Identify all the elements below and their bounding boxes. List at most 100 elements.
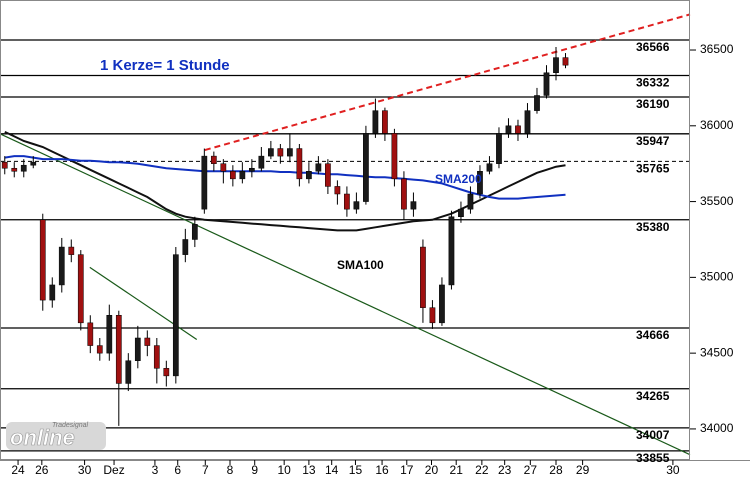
candle-body <box>325 163 331 187</box>
candle-body <box>68 246 75 255</box>
candle-body <box>96 345 103 354</box>
candle-body <box>134 337 141 361</box>
candle-body <box>429 307 436 324</box>
logo-badge <box>6 422 106 450</box>
candle-body <box>486 163 493 172</box>
candle-body <box>477 171 483 195</box>
x-tick-label: 24 <box>11 463 25 477</box>
trend-line <box>0 133 691 456</box>
candle-body <box>296 148 303 180</box>
y-tick-label: 34500 <box>700 345 734 359</box>
candle-body <box>410 201 417 210</box>
candle-body <box>467 193 474 210</box>
level-label: 36332 <box>636 76 670 90</box>
candle-body <box>505 125 512 134</box>
x-tick-label: 7 <box>202 463 209 477</box>
candle-body <box>562 57 569 66</box>
x-tick-label: 27 <box>524 463 538 477</box>
candle-body <box>344 193 350 210</box>
y-tick-label: 35500 <box>700 194 734 208</box>
plot-area <box>0 13 691 456</box>
candle-body <box>420 246 426 308</box>
level-label: 34265 <box>636 389 670 403</box>
candle-body <box>11 167 18 172</box>
candle-body <box>144 337 151 346</box>
logo-main: online <box>10 425 75 450</box>
candle-body <box>87 322 94 346</box>
candle-body <box>229 171 236 180</box>
candle-body <box>58 246 65 286</box>
candle-body <box>20 164 27 172</box>
candle-body <box>353 201 360 210</box>
x-tick-label: 26 <box>35 463 49 477</box>
candle-body <box>448 216 455 286</box>
logo: Tradesignal online <box>6 422 106 450</box>
candle-body <box>363 133 369 202</box>
trend-line <box>89 266 198 341</box>
candle-body <box>191 224 198 240</box>
candle-body <box>258 155 265 169</box>
y-tick-label: 36000 <box>700 118 734 132</box>
candle-body <box>524 110 531 134</box>
candle-body <box>210 155 217 164</box>
level-label: 35947 <box>636 134 670 148</box>
candle-body <box>77 254 84 324</box>
x-tick-label: 15 <box>349 463 363 477</box>
level-label: 35765 <box>636 162 670 176</box>
candle-body <box>334 186 341 195</box>
level-label: 35380 <box>636 220 670 234</box>
candle-body <box>496 133 502 164</box>
y-tick-label: 35000 <box>700 270 734 284</box>
level-label: 34007 <box>636 428 670 442</box>
candle-body <box>268 148 274 157</box>
level-label: 36566 <box>636 40 670 54</box>
candle-body <box>543 72 550 96</box>
sma-line <box>4 155 566 200</box>
x-tick-label: 9 <box>251 463 258 477</box>
candle-body <box>277 148 284 157</box>
level-label: 34666 <box>636 328 670 342</box>
candle-body <box>391 133 398 180</box>
candle-body <box>125 360 132 384</box>
candle-body <box>287 148 293 157</box>
candle-body <box>382 110 388 134</box>
logo-small: Tradesignal <box>52 422 89 429</box>
candle-body <box>458 208 464 217</box>
x-tick-label: 16 <box>375 463 389 477</box>
annotation: SMA200 <box>435 172 482 186</box>
x-tick-label: 14 <box>325 463 339 477</box>
candle-body <box>534 95 540 111</box>
candle-body <box>515 125 521 134</box>
plot-frame <box>0 0 690 460</box>
x-tick-label: 30 <box>666 463 680 477</box>
x-tick-label: 28 <box>549 463 563 477</box>
candle-body <box>306 171 312 180</box>
candle-body <box>30 161 37 166</box>
candle-body <box>182 239 189 255</box>
x-tick-label: 3 <box>152 463 159 477</box>
candle-body <box>153 345 160 369</box>
candle-body <box>372 110 379 134</box>
y-tick-label: 34000 <box>700 421 734 435</box>
candle-body <box>49 284 56 301</box>
level-label: 36190 <box>636 97 670 111</box>
candle-body <box>401 178 407 210</box>
candle-body <box>172 254 179 377</box>
candle-body <box>248 167 255 172</box>
candle-body <box>39 219 46 301</box>
x-tick-label: 6 <box>174 463 181 477</box>
x-tick-label: 29 <box>576 463 590 477</box>
candle-body <box>553 57 559 74</box>
candle-body <box>163 368 170 377</box>
x-tick-label: 21 <box>450 463 464 477</box>
candle-body <box>220 163 227 172</box>
candle-body <box>439 284 445 324</box>
candle-body <box>239 171 246 180</box>
annotation: 1 Kerze= 1 Stunde <box>100 57 230 74</box>
candle-body <box>106 315 113 354</box>
candle-body <box>201 155 208 210</box>
x-tick-label: 13 <box>302 463 316 477</box>
candle-body <box>315 163 322 172</box>
